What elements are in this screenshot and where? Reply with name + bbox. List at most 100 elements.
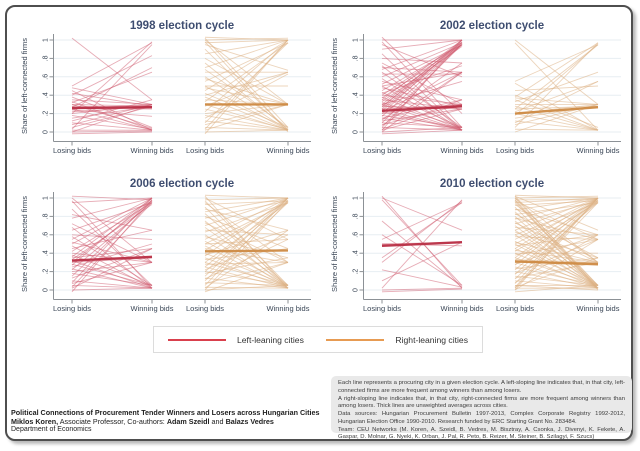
panel-2010: 0 .2 .4 .6 .8 1 Share of left-connected firms L… — [328, 170, 630, 324]
y-tick-label: 0 — [352, 130, 359, 134]
slope-line — [71, 41, 153, 114]
slope-line — [204, 284, 289, 291]
slope-line — [381, 71, 463, 126]
right-leaning-line-swatch — [326, 338, 385, 341]
right-leaning-lines-group — [204, 36, 289, 135]
y-tick-label: .4 — [352, 250, 359, 256]
slope-line — [514, 284, 599, 293]
left-leaning-lines-group — [71, 195, 153, 293]
slope-line — [71, 287, 153, 291]
slope-line — [381, 57, 463, 64]
slope-line — [204, 208, 289, 231]
slope-line — [71, 130, 153, 133]
slope-line — [381, 39, 463, 131]
slope-line — [381, 114, 463, 128]
slope-line — [204, 197, 289, 227]
slope-line — [71, 197, 153, 240]
slope-line — [514, 261, 599, 279]
y-tick-label: .6 — [352, 74, 359, 80]
slope-line — [204, 120, 289, 131]
x-tick-label: Losing bids — [496, 304, 534, 313]
slope-line — [381, 202, 463, 240]
slope-line — [204, 39, 289, 69]
slope-line — [514, 204, 599, 263]
right-leaning-lines-group — [204, 194, 289, 293]
slope-line — [71, 92, 153, 107]
slope-line — [514, 259, 599, 263]
y-tick-label: 0 — [352, 288, 359, 292]
slope-line — [204, 213, 289, 286]
y-tick-label: .6 — [352, 232, 359, 238]
slope-line — [71, 105, 153, 128]
slope-line — [381, 241, 463, 282]
slope-line — [204, 39, 289, 130]
slope-line — [71, 37, 153, 101]
slope-line — [71, 261, 153, 273]
slope-line — [514, 241, 599, 263]
slope-line — [204, 126, 289, 131]
slope-line — [381, 80, 463, 105]
x-tick-label: Winning bids — [441, 146, 484, 155]
y-tick-label: .4 — [352, 92, 359, 98]
slope-line — [204, 71, 289, 107]
slope-line — [381, 42, 463, 78]
slope-line — [71, 234, 153, 240]
authors-line: Miklos Koren, Associate Professor, Co-au… — [11, 417, 320, 426]
left-leaning-line-swatch — [168, 338, 226, 341]
slope-line — [204, 39, 289, 135]
slope-line — [514, 234, 599, 265]
slope-line — [71, 197, 153, 219]
slope-line — [514, 238, 599, 256]
panel-2002: 0 .2 .4 .6 .8 1 Share of left-connected firms L… — [328, 12, 630, 166]
panel-2006: 0 .2 .4 .6 .8 1 Share of left-connected firms L… — [18, 170, 320, 324]
slope-line — [71, 197, 153, 283]
y-tick-label: .2 — [352, 269, 359, 275]
slope-line — [381, 234, 463, 286]
slope-line — [514, 238, 599, 274]
slope-line — [514, 200, 599, 240]
x-tick-label: Winning bids — [131, 304, 174, 313]
slope-line — [204, 200, 289, 291]
y-tick-label: .8 — [352, 213, 359, 219]
slope-line — [204, 261, 289, 293]
x-tick-label: Winning bids — [267, 146, 310, 155]
slope-line — [71, 202, 153, 231]
right-average-line — [514, 105, 599, 115]
slope-line — [514, 217, 599, 240]
y-tick-label: .8 — [352, 55, 359, 61]
slope-line — [514, 44, 599, 110]
legend-item-right-leaning: Right-leaning cities — [326, 335, 468, 345]
slope-line — [71, 99, 153, 122]
slope-line — [71, 268, 153, 289]
slope-line — [514, 80, 599, 113]
slope-line — [71, 202, 153, 288]
slope-line — [71, 131, 153, 135]
notes-line: A right-sloping line indicates that, in … — [338, 395, 625, 410]
panel-1998: 0 .2 .4 .6 .8 1 Share of left-connected firms L… — [18, 12, 320, 166]
y-tick-label: .2 — [42, 269, 49, 275]
slope-line — [514, 39, 599, 105]
footer: Political Connections of Procurement Ten… — [11, 408, 320, 435]
y-tick-label: .8 — [42, 213, 49, 219]
coauthor-name: Adam Szeidl — [166, 417, 210, 426]
slope-line — [381, 96, 463, 131]
slope-line — [514, 197, 599, 288]
x-tick-label: Winning bids — [441, 304, 484, 313]
panel-title: 2002 election cycle — [440, 20, 544, 32]
slope-line — [514, 197, 599, 240]
slope-line — [204, 42, 289, 103]
slopegraph-svg: 0 .2 .4 .6 .8 1 Share of left-connected firms L… — [330, 20, 621, 155]
x-tick-label: Losing bids — [53, 146, 91, 155]
slope-line — [381, 126, 463, 131]
slope-line — [381, 99, 463, 130]
slope-line — [514, 239, 599, 291]
slope-line — [514, 105, 599, 110]
slope-line — [514, 211, 599, 286]
left-leaning-lines-group — [381, 36, 463, 135]
slope-line — [514, 197, 599, 231]
slopegraph-svg: 0 .2 .4 .6 .8 1 Share of left-connected firms L… — [20, 20, 311, 155]
slope-line — [204, 234, 289, 289]
slope-line — [514, 197, 599, 211]
x-tick-label: Losing bids — [363, 146, 401, 155]
x-tick-label: Winning bids — [577, 304, 620, 313]
